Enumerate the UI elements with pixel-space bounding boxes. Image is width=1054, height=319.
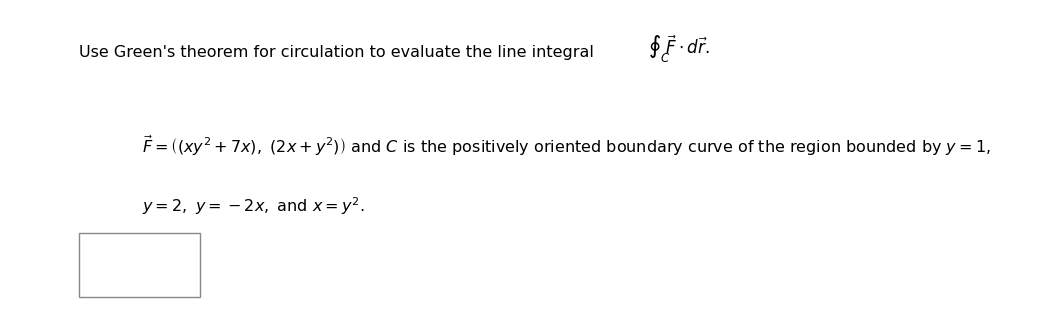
Text: $\oint_C\!\vec{F}\cdot d\vec{r}.$: $\oint_C\!\vec{F}\cdot d\vec{r}.$ — [648, 34, 710, 65]
Text: $\vec{F} = \left((xy^2 + 7x),\ (2x + y^2)\right)$$\mathrm{\ and\ }C\mathrm{\ is\: $\vec{F} = \left((xy^2 + 7x),\ (2x + y^2… — [142, 134, 991, 158]
Text: Use Green's theorem for circulation to evaluate the line integral: Use Green's theorem for circulation to e… — [79, 45, 599, 60]
Bar — [79, 233, 200, 297]
Text: $y = 2,\ y = -2x,\mathrm{\ and\ }x = y^2.$: $y = 2,\ y = -2x,\mathrm{\ and\ }x = y^2… — [142, 196, 365, 217]
